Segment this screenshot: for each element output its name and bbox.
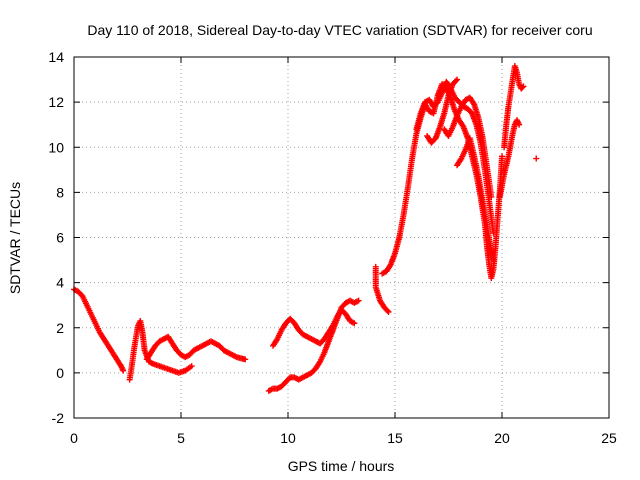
x-axis-label: GPS time / hours [288,458,395,474]
grid [74,57,609,418]
data-point [384,307,391,314]
data-point [242,356,249,363]
y-tick-label: 6 [56,230,64,246]
data-point [520,83,527,90]
data-point [120,367,127,374]
data-point [188,363,195,370]
axis-ticks: 0 5 10 15 20 25 -2 0 2 4 6 8 10 12 14 [48,49,617,446]
x-tick-label: 5 [177,430,185,446]
y-tick-label: 8 [56,184,64,200]
y-tick-label: -2 [52,410,65,426]
data-point [499,153,505,160]
data-point [519,84,526,91]
y-axis-label: SDTVAR / TECUs [7,182,23,294]
y-tick-label: 10 [48,139,64,155]
data-points [71,63,540,394]
x-tick-label: 15 [387,430,403,446]
x-tick-label: 25 [601,430,617,446]
data-point [490,257,497,264]
data-point [516,121,523,128]
x-tick-label: 20 [494,430,510,446]
data-point [355,297,362,304]
x-tick-label: 10 [280,430,296,446]
chart-title: Day 110 of 2018, Sidereal Day-to-day VTE… [87,22,592,38]
y-tick-label: 12 [48,94,64,110]
y-tick-label: 0 [56,365,64,381]
y-tick-label: 4 [56,275,64,291]
plot-frame [73,56,610,419]
data-point [533,155,540,162]
data-point [454,76,461,83]
y-tick-label: 2 [56,320,64,336]
data-point [490,229,497,236]
data-point [351,320,358,327]
data-point [385,308,392,315]
data-point [488,193,495,200]
data-point [452,77,459,84]
y-tick-label: 14 [48,49,64,65]
x-tick-label: 0 [70,430,78,446]
